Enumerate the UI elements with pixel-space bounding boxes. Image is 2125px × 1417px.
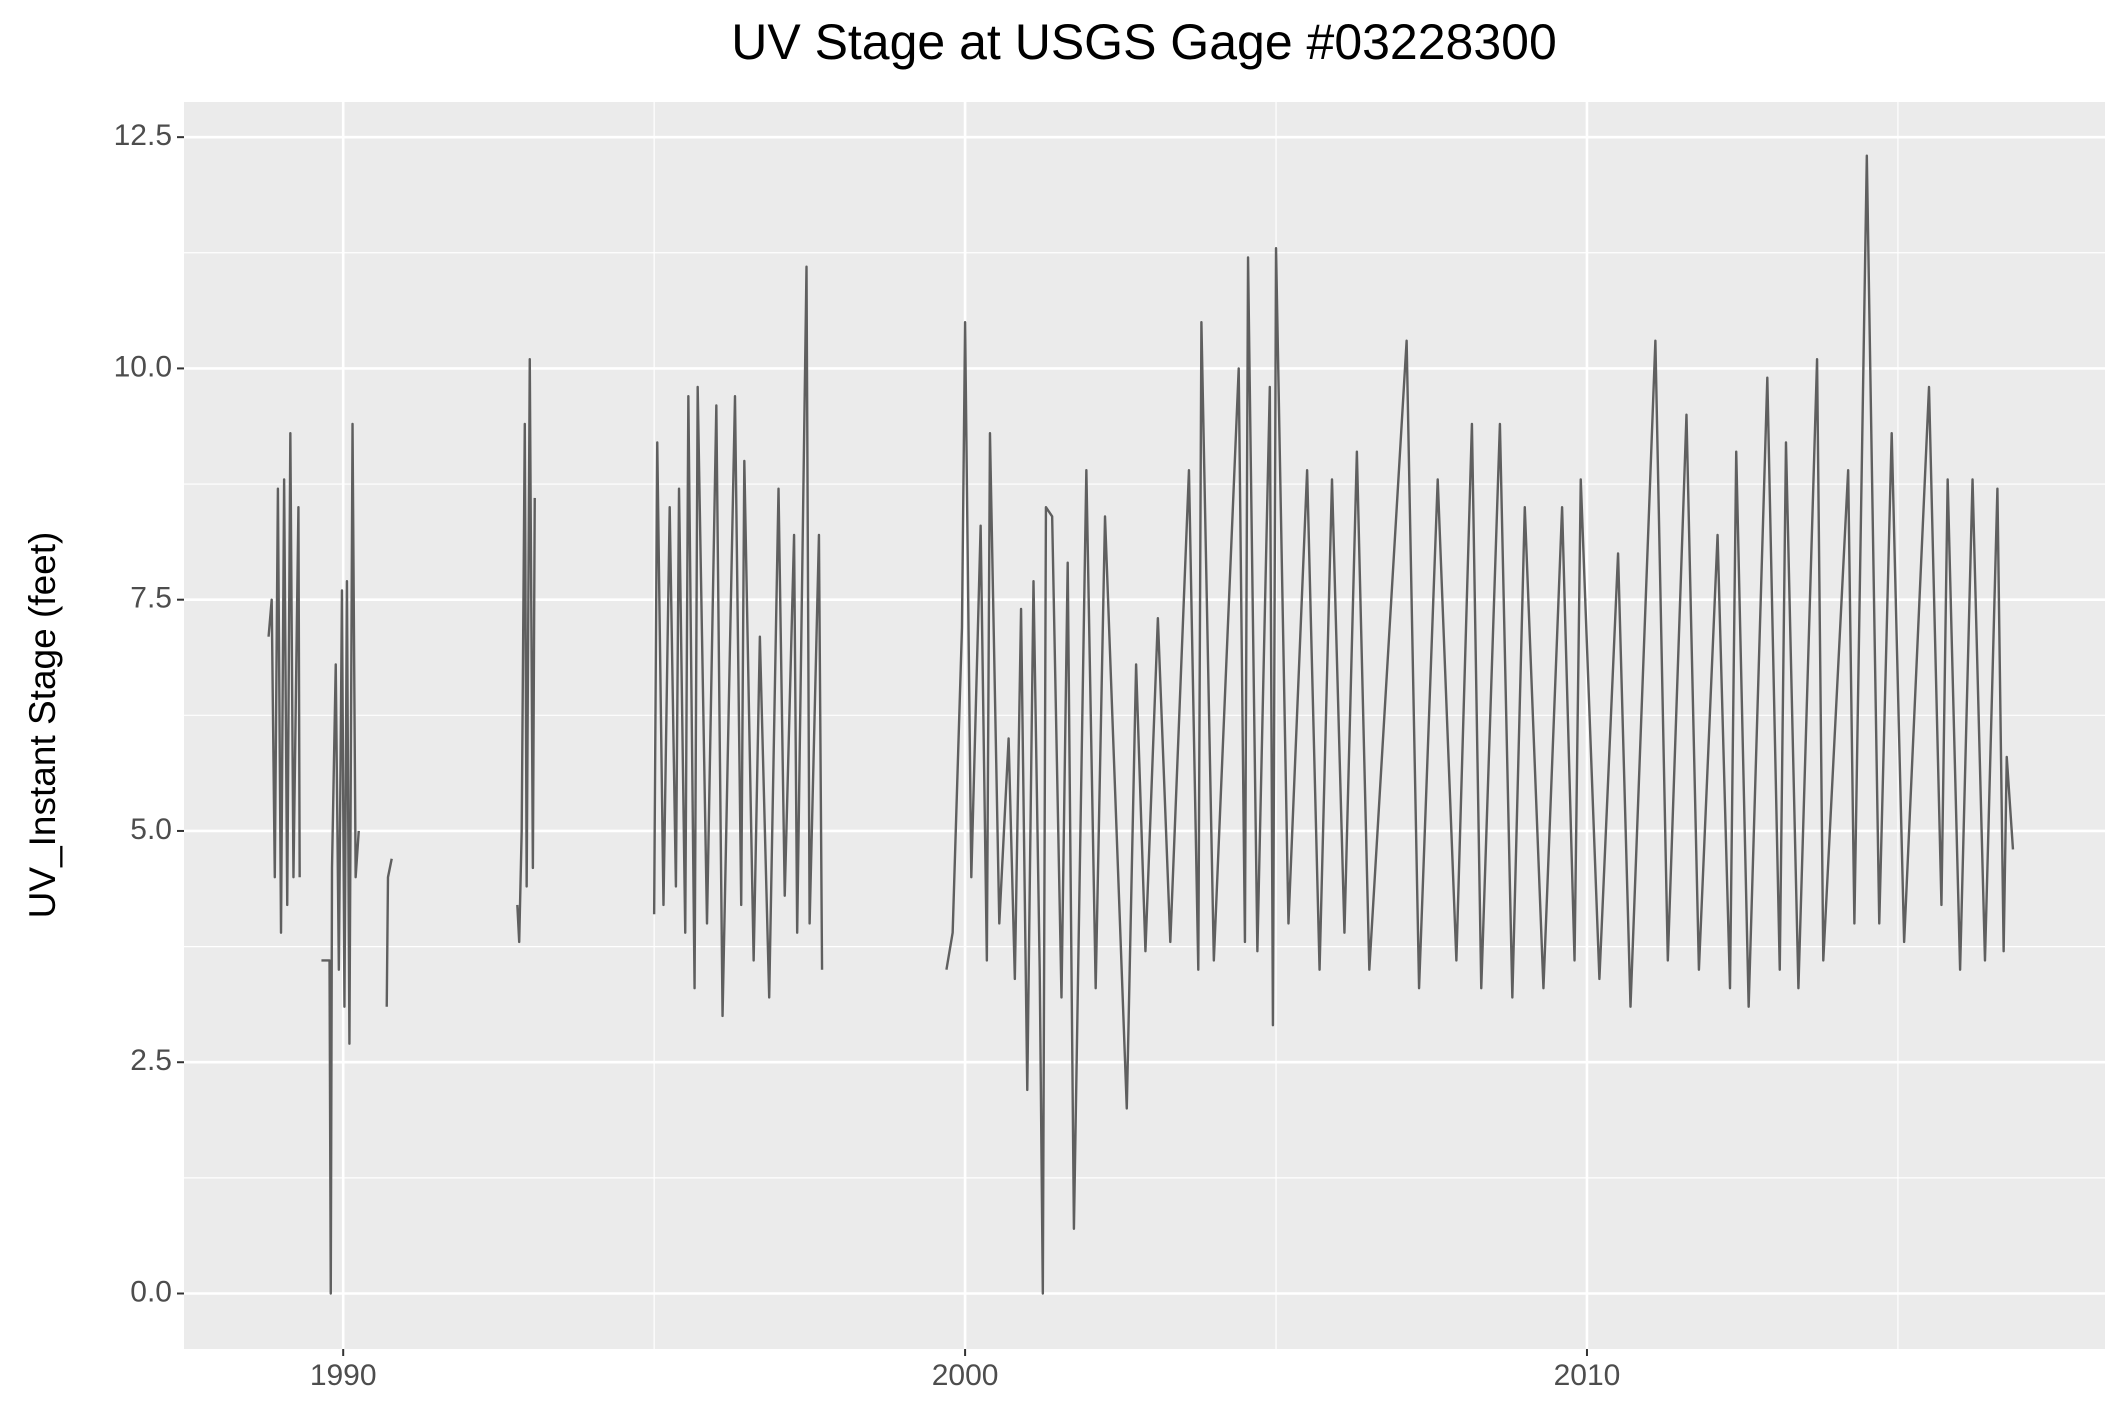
x-tick-label: 1990 xyxy=(310,1359,377,1392)
y-tick-label: 10.0 xyxy=(114,350,172,383)
data-line xyxy=(321,422,360,1295)
y-tick-label: 7.5 xyxy=(130,582,172,615)
x-tick-label: 2000 xyxy=(932,1359,999,1392)
data-line xyxy=(385,858,393,1007)
y-tick-label: 12.5 xyxy=(114,119,172,152)
chart-title: UV Stage at USGS Gage #03228300 xyxy=(731,14,1557,70)
data-line xyxy=(652,265,824,1018)
data-line xyxy=(516,357,536,944)
y-axis-label: UV_Instant Stage (feet) xyxy=(22,532,63,919)
panel xyxy=(184,102,2105,1349)
x-tick-label: 2010 xyxy=(1554,1359,1621,1392)
data-line xyxy=(267,431,301,934)
y-tick-label: 0.0 xyxy=(130,1275,172,1308)
y-tick-label: 2.5 xyxy=(130,1044,172,1077)
y-tick-label: 5.0 xyxy=(130,813,172,846)
data-line xyxy=(945,154,2015,1295)
